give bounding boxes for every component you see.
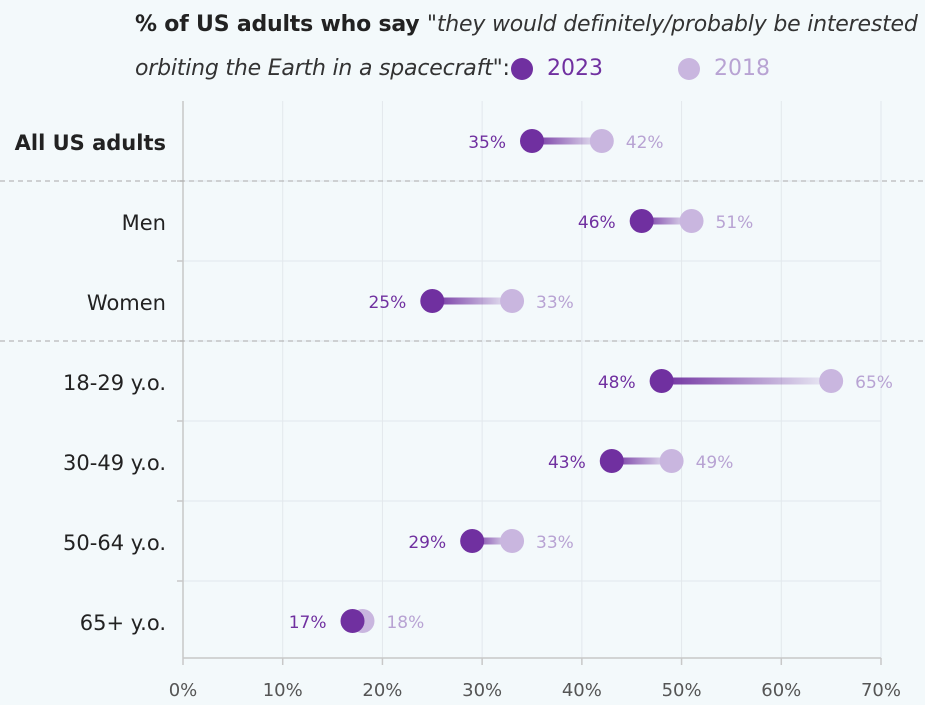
chart-title-colon: : [502, 56, 510, 81]
legend-item-2018: 2018 [678, 56, 770, 81]
value-label-2023-50-64-y-o: 29% [408, 533, 446, 553]
x-tick-label-70: 70% [861, 680, 901, 701]
category-label-65-y-o: 65+ y.o. [80, 611, 166, 635]
connector-women [432, 297, 513, 305]
value-label-2023-18-29-y-o: 48% [598, 373, 636, 393]
dot-2023-men [629, 209, 654, 233]
value-label-2023-women: 25% [368, 293, 406, 313]
category-label-30-49-y-o: 30-49 y.o. [63, 451, 166, 475]
value-label-2018-18-29-y-o: 65% [855, 373, 893, 393]
dot-2018-50-64-y-o [500, 529, 525, 553]
category-label-all-us-adults: All US adults [15, 131, 166, 155]
value-label-2018-women: 33% [536, 293, 574, 313]
x-tick-label-10: 10% [263, 680, 303, 701]
dot-2023-women [420, 289, 445, 313]
separator-layer [0, 180, 925, 342]
chart-title-italic-2: orbiting the Earth in a spacecraft" [135, 56, 503, 81]
category-label-18-29-y-o: 18-29 y.o. [63, 371, 166, 395]
dot-2023-65-y-o [340, 609, 365, 633]
x-tick-label-50: 50% [662, 680, 702, 701]
legend-label-2018: 2018 [714, 56, 770, 81]
legend-label-2023: 2023 [547, 56, 603, 81]
category-label-50-64-y-o: 50-64 y.o. [63, 531, 166, 555]
dot-2018-women [500, 289, 525, 313]
dot-2018-30-49-y-o [659, 449, 684, 473]
value-label-2018-65-y-o: 18% [386, 613, 424, 633]
x-tick-label-60: 60% [761, 680, 801, 701]
x-tick-label-40: 40% [562, 680, 602, 701]
connector-18-29-y-o [661, 377, 832, 385]
value-label-2023-all-us-adults: 35% [468, 133, 506, 153]
dot-2018-18-29-y-o [819, 369, 844, 393]
dot-2023-30-49-y-o [599, 449, 624, 473]
value-label-2018-men: 51% [716, 213, 754, 233]
connector-50-64-y-o [472, 537, 513, 545]
value-label-2023-men: 46% [578, 213, 616, 233]
axis-layer: 0% 10% 20% 30% 40% 50% 60% 70% [169, 101, 901, 701]
dot-2018-all-us-adults [589, 129, 614, 153]
value-label-2018-30-49-y-o: 49% [696, 453, 734, 473]
x-tick-label-20: 20% [362, 680, 402, 701]
category-label-women: Women [87, 291, 166, 315]
chart-title-line-1: % of US adults who say "they would defin… [135, 12, 925, 37]
legend-item-2023: 2023 [511, 56, 603, 81]
marks-layer: All US adults 35% 42% Men 46% 51% Women 25% 33% 1… [15, 129, 893, 635]
chart-title-line-2: orbiting the Earth in a spacecraft": [135, 56, 510, 81]
dot-2023-18-29-y-o [649, 369, 674, 393]
legend-marker-2018 [678, 57, 700, 80]
chart-title-bold: % of US adults who say [135, 12, 427, 37]
x-tick-label-30: 30% [462, 680, 502, 701]
value-label-2018-50-64-y-o: 33% [536, 533, 574, 553]
chart-title-italic-1: "they would definitely/probably be inter… [426, 12, 925, 37]
value-label-2018-all-us-adults: 42% [626, 133, 664, 153]
dot-2018-men [679, 209, 704, 233]
connector-all-us-adults [532, 137, 602, 145]
dot-2023-all-us-adults [520, 129, 544, 153]
dot-2023-50-64-y-o [460, 529, 485, 553]
category-label-men: Men [122, 211, 166, 235]
x-tick-label-0: 0% [169, 680, 198, 701]
value-label-2023-30-49-y-o: 43% [548, 453, 586, 473]
connector-men [641, 217, 692, 225]
legend-marker-2023 [511, 57, 533, 80]
connector-30-49-y-o [611, 457, 672, 465]
value-label-2023-65-y-o: 17% [289, 613, 327, 633]
